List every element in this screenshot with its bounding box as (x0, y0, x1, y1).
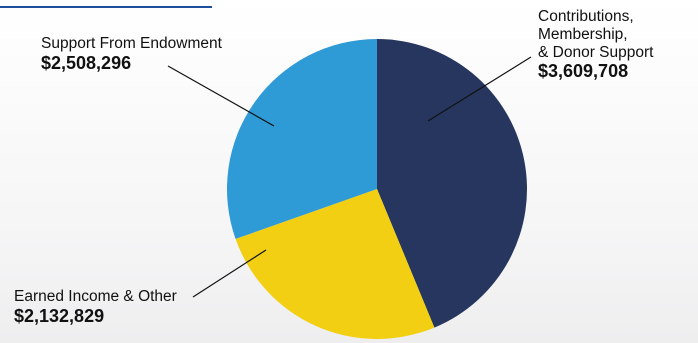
leader-line-earned-income (192, 249, 267, 298)
slice-name-line: Support From Endowment (41, 35, 222, 52)
pie-slices (226, 39, 528, 339)
leader-line-contributions (427, 56, 532, 122)
leader-line-endowment (167, 65, 275, 127)
header-rule (0, 6, 212, 8)
slice-name-line: Membership, (538, 25, 628, 43)
slice-value: $2,508,296 (41, 52, 132, 73)
slice-name-line: & Donor Support (538, 43, 654, 61)
slice-name-line: Contributions, (538, 8, 634, 25)
slice-label-earned-income: Earned Income & Other $2,132,829 (14, 288, 177, 327)
slice-label-contributions: Contributions, Membership, & Donor Suppo… (538, 8, 653, 82)
pie-slice-endowment (226, 39, 377, 239)
pie-slice-contributions (377, 39, 528, 328)
slice-label-endowment: Support From Endowment $2,508,296 (41, 35, 222, 74)
slice-name-line: Earned Income & Other (14, 288, 177, 305)
leader-lines (167, 56, 532, 298)
slice-value: $2,132,829 (14, 305, 105, 326)
pie-slice-earned-income (235, 189, 435, 339)
slice-value: $3,609,708 (538, 61, 629, 82)
